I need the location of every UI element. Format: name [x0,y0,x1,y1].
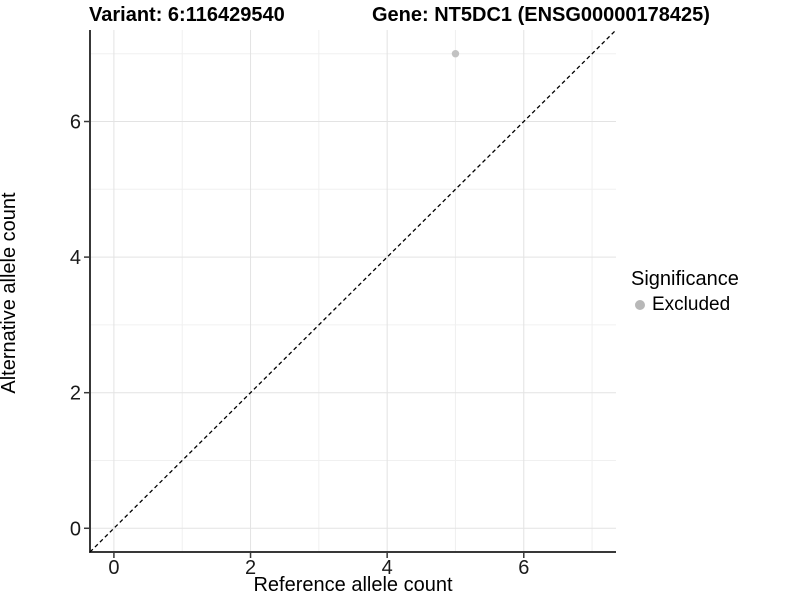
legend-item-label: Excluded [652,294,731,315]
x-axis-title: Reference allele count [253,574,453,596]
data-point [451,50,460,58]
y-tick-label: 4 [70,247,81,269]
x-tick-label: 0 [108,557,119,579]
excluded-point-icon [635,300,645,310]
y-tick-label: 6 [70,112,81,134]
x-tick-label: 6 [518,557,529,579]
identity-line [89,29,617,553]
legend-title: Significance [631,268,739,290]
gene-title: Gene: NT5DC1 (ENSG00000178425) [372,4,710,26]
variant-title: Variant: 6:116429540 [89,4,285,26]
legend: Significance Excluded [631,268,739,316]
y-tick-label: 0 [70,518,81,540]
legend-item-excluded: Excluded [631,294,739,316]
y-tick-label: 2 [70,383,81,405]
y-axis-title: Alternative allele count [0,192,20,394]
x-tick-label: 2 [245,557,256,579]
x-tick-label: 4 [382,557,393,579]
